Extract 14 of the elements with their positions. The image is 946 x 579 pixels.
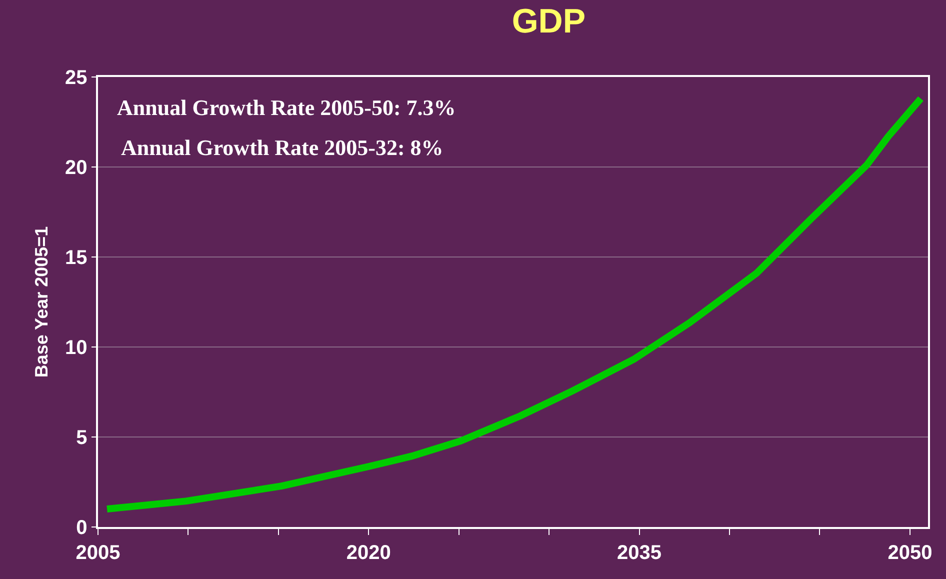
x-tick-label: 2050: [888, 542, 932, 564]
annotation: Annual Growth Rate 2005-50: 7.3%: [117, 95, 456, 120]
y-tick-label: 0: [76, 517, 88, 539]
y-tick-label: 25: [65, 67, 88, 89]
annotation: Annual Growth Rate 2005-32: 8%: [121, 135, 444, 160]
x-tick-label: 2005: [76, 542, 120, 564]
y-tick-label: 10: [65, 337, 88, 359]
y-tick-label: 15: [65, 247, 88, 269]
x-tick-label: 2020: [346, 542, 391, 564]
y-tick-label: 20: [65, 157, 88, 179]
y-axis-title: Base Year 2005=1: [32, 226, 52, 378]
chart-title: GDP: [512, 2, 586, 40]
x-tick-label: 2035: [617, 542, 662, 564]
y-tick-label: 5: [76, 427, 88, 449]
